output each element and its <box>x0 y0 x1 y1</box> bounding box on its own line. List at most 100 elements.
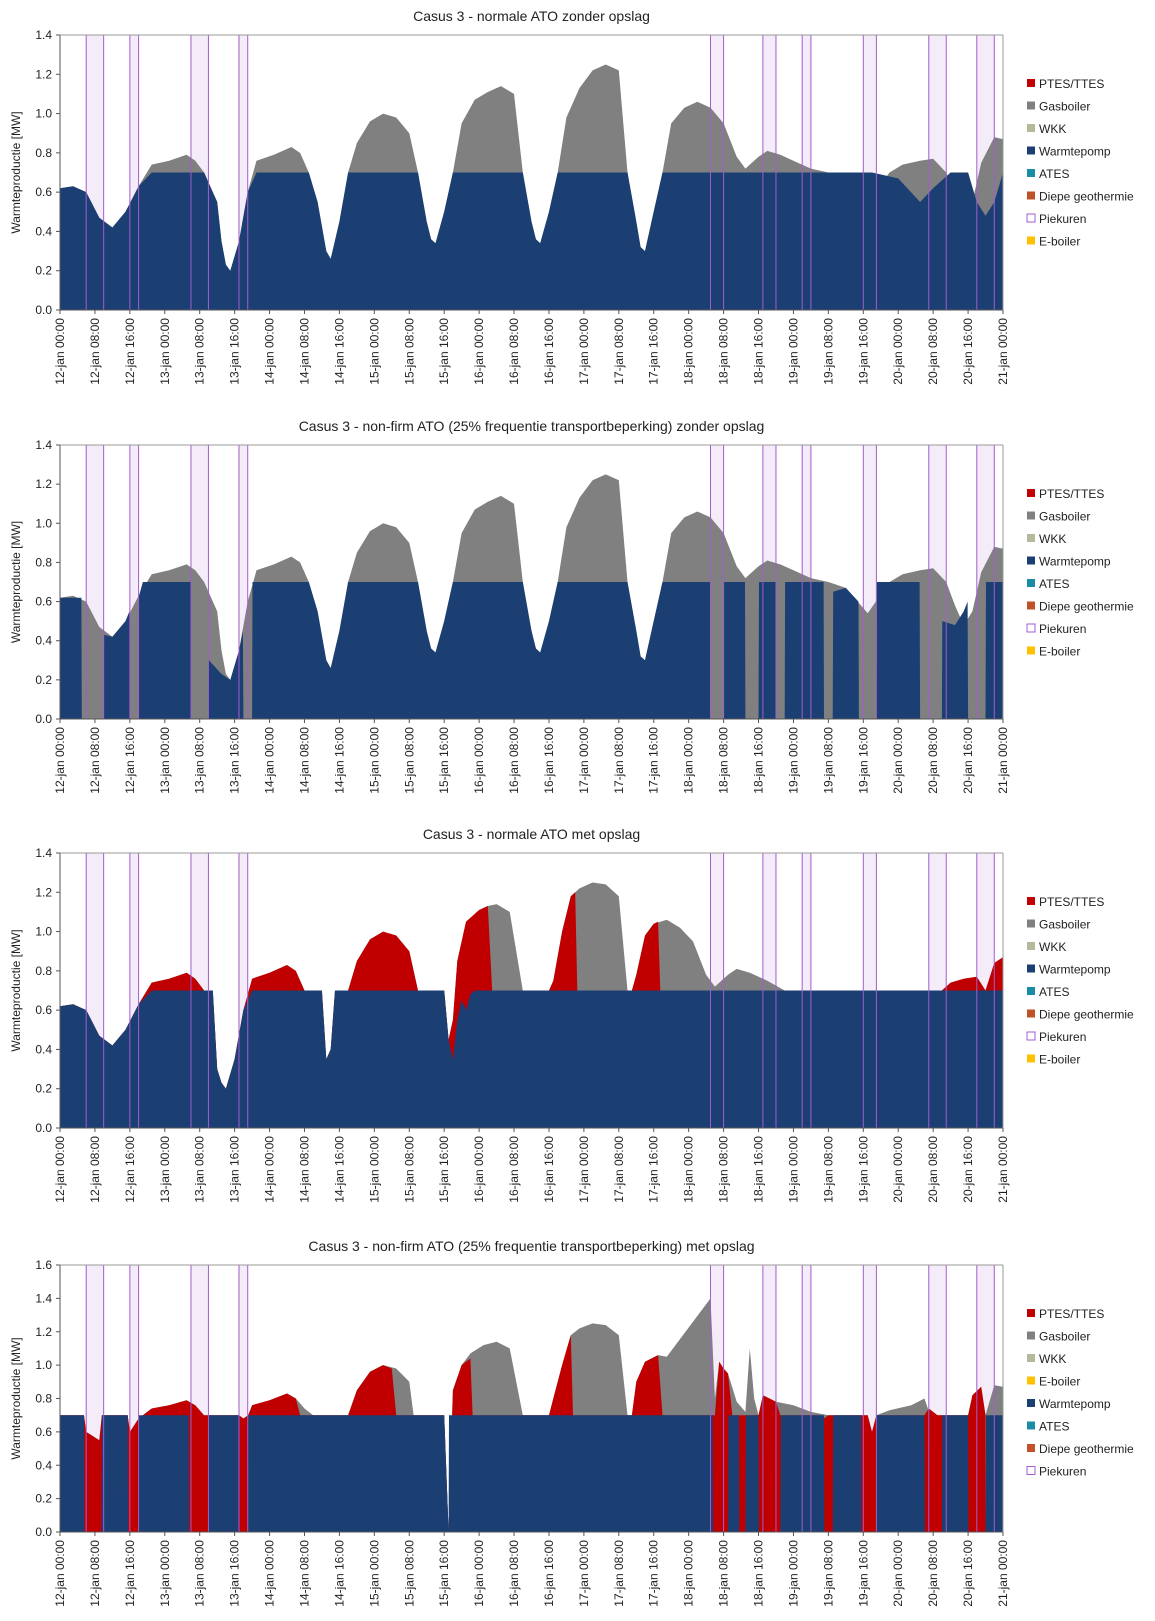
chart-title: Casus 3 - normale ATO zonder opslag <box>413 8 650 24</box>
legend-item: WKK <box>1039 532 1066 546</box>
x-tick-label: 19-jan 00:00 <box>786 1136 800 1203</box>
y-tick-label: 1.2 <box>35 67 52 81</box>
legend-swatch <box>1027 601 1035 610</box>
x-tick-label: 18-jan 08:00 <box>717 1136 731 1203</box>
x-tick-label: 12-jan 00:00 <box>53 1540 67 1607</box>
y-axis-label: Warmteproductie [MW] <box>9 929 23 1051</box>
x-tick-label: 16-jan 08:00 <box>507 318 521 385</box>
y-tick-label: 0.0 <box>35 1121 52 1135</box>
y-tick-label: 1.4 <box>35 846 52 860</box>
x-tick-label: 13-jan 08:00 <box>193 727 207 794</box>
chart-nonfirm-ato-met-opslag: Casus 3 - non-firm ATO (25% frequentie t… <box>9 1238 1134 1607</box>
legend-swatch <box>1026 1466 1036 1475</box>
legend-swatch <box>1027 1331 1035 1340</box>
x-tick-label: 20-jan 16:00 <box>961 1136 975 1203</box>
piekuren-band <box>129 853 139 1128</box>
legend-swatch <box>1027 169 1035 177</box>
x-tick-label: 19-jan 16:00 <box>856 727 870 794</box>
x-tick-label: 21-jan 00:00 <box>996 318 1010 385</box>
y-tick-label: 0.4 <box>35 224 52 238</box>
series-area-warmtepomp <box>60 990 1003 1128</box>
x-tick-label: 19-jan 16:00 <box>856 318 870 385</box>
y-tick-label: 0.2 <box>35 264 52 278</box>
x-tick-label: 15-jan 16:00 <box>437 318 451 385</box>
x-tick-label: 18-jan 16:00 <box>752 318 766 385</box>
x-tick-label: 18-jan 08:00 <box>717 727 731 794</box>
y-tick-label: 0.6 <box>35 1425 52 1439</box>
x-tick-label: 17-jan 16:00 <box>647 1540 661 1607</box>
series-area-warmtepomp <box>60 1415 1003 1532</box>
x-tick-label: 15-jan 16:00 <box>437 1136 451 1203</box>
x-tick-label: 17-jan 08:00 <box>612 1540 626 1607</box>
x-tick-label: 13-jan 16:00 <box>228 727 242 794</box>
x-tick-label: 20-jan 08:00 <box>926 727 940 794</box>
legend-item: PTES/TTES <box>1039 895 1104 909</box>
x-tick-label: 19-jan 00:00 <box>786 318 800 385</box>
legend-item: PTES/TTES <box>1039 1307 1104 1321</box>
x-tick-label: 14-jan 16:00 <box>332 1136 346 1203</box>
x-tick-label: 18-jan 00:00 <box>682 318 696 385</box>
series-area-warmtepomp <box>60 172 1003 310</box>
x-tick-label: 13-jan 16:00 <box>228 1540 242 1607</box>
legend-item: Piekuren <box>1039 1465 1086 1479</box>
y-axis-label: Warmteproductie [MW] <box>9 1337 23 1459</box>
x-tick-label: 20-jan 08:00 <box>926 1136 940 1203</box>
y-tick-label: 0.2 <box>35 1082 52 1096</box>
x-tick-label: 16-jan 16:00 <box>542 727 556 794</box>
chart-normale-ato-met-opslag: Casus 3 - normale ATO met opslag Warmtepr… <box>9 826 1134 1203</box>
x-tick-label: 15-jan 16:00 <box>437 1540 451 1607</box>
piekuren-band <box>129 445 139 719</box>
y-tick-label: 0.2 <box>35 1492 52 1506</box>
chart-panel-1: Casus 3 - normale ATO zonder opslag Warmt… <box>0 0 1155 400</box>
x-tick-label: 21-jan 00:00 <box>996 1540 1010 1607</box>
x-tick-label: 17-jan 16:00 <box>647 318 661 385</box>
piekuren-band <box>238 1265 248 1532</box>
legend-item: Warmtepomp <box>1039 1397 1111 1411</box>
x-tick-label: 20-jan 16:00 <box>961 318 975 385</box>
legend-item: Gasboiler <box>1039 1330 1090 1344</box>
y-tick-label: 1.0 <box>35 925 52 939</box>
legend-item: Diepe geothermie <box>1039 1008 1134 1022</box>
legend-swatch <box>1027 579 1035 587</box>
legend-swatch <box>1027 124 1035 132</box>
x-tick-label: 14-jan 08:00 <box>297 1540 311 1607</box>
legend-swatch <box>1027 1444 1035 1452</box>
legend-swatch <box>1026 1031 1036 1041</box>
legend-item: Warmtepomp <box>1039 963 1111 977</box>
x-tick-label: 15-jan 08:00 <box>402 1136 416 1203</box>
x-tick-label: 20-jan 16:00 <box>961 1540 975 1607</box>
legend-swatch <box>1027 942 1035 950</box>
legend-item: Gasboiler <box>1039 918 1090 932</box>
legend-swatch <box>1027 511 1035 520</box>
legend-swatch <box>1027 987 1035 995</box>
legend-swatch <box>1027 1421 1035 1430</box>
x-tick-label: 18-jan 08:00 <box>717 1540 731 1607</box>
y-tick-label: 1.0 <box>35 1358 52 1372</box>
legend-item: WKK <box>1039 122 1066 136</box>
x-tick-label: 14-jan 08:00 <box>297 1136 311 1203</box>
x-tick-label: 18-jan 16:00 <box>752 727 766 794</box>
x-tick-label: 12-jan 16:00 <box>123 727 137 794</box>
x-tick-label: 12-jan 08:00 <box>88 1540 102 1607</box>
x-tick-label: 17-jan 00:00 <box>577 318 591 385</box>
x-tick-label: 12-jan 08:00 <box>88 1136 102 1203</box>
x-tick-label: 15-jan 08:00 <box>402 1540 416 1607</box>
x-tick-label: 19-jan 08:00 <box>821 318 835 385</box>
piekuren-band <box>129 35 139 310</box>
x-tick-label: 18-jan 08:00 <box>717 318 731 385</box>
x-tick-label: 15-jan 00:00 <box>367 1136 381 1203</box>
x-tick-label: 20-jan 08:00 <box>926 318 940 385</box>
x-tick-label: 12-jan 08:00 <box>88 727 102 794</box>
y-tick-label: 0.8 <box>35 1392 52 1406</box>
x-tick-label: 17-jan 16:00 <box>647 727 661 794</box>
x-tick-label: 14-jan 16:00 <box>332 318 346 385</box>
legend-swatch <box>1027 556 1035 565</box>
x-tick-label: 15-jan 00:00 <box>367 1540 381 1607</box>
x-tick-label: 16-jan 16:00 <box>542 1540 556 1607</box>
x-tick-label: 17-jan 00:00 <box>577 727 591 794</box>
x-tick-label: 13-jan 00:00 <box>158 1136 172 1203</box>
legend-item: WKK <box>1039 940 1066 954</box>
x-tick-label: 15-jan 00:00 <box>367 727 381 794</box>
x-tick-label: 15-jan 08:00 <box>402 727 416 794</box>
legend-item: E-boiler <box>1039 235 1080 249</box>
